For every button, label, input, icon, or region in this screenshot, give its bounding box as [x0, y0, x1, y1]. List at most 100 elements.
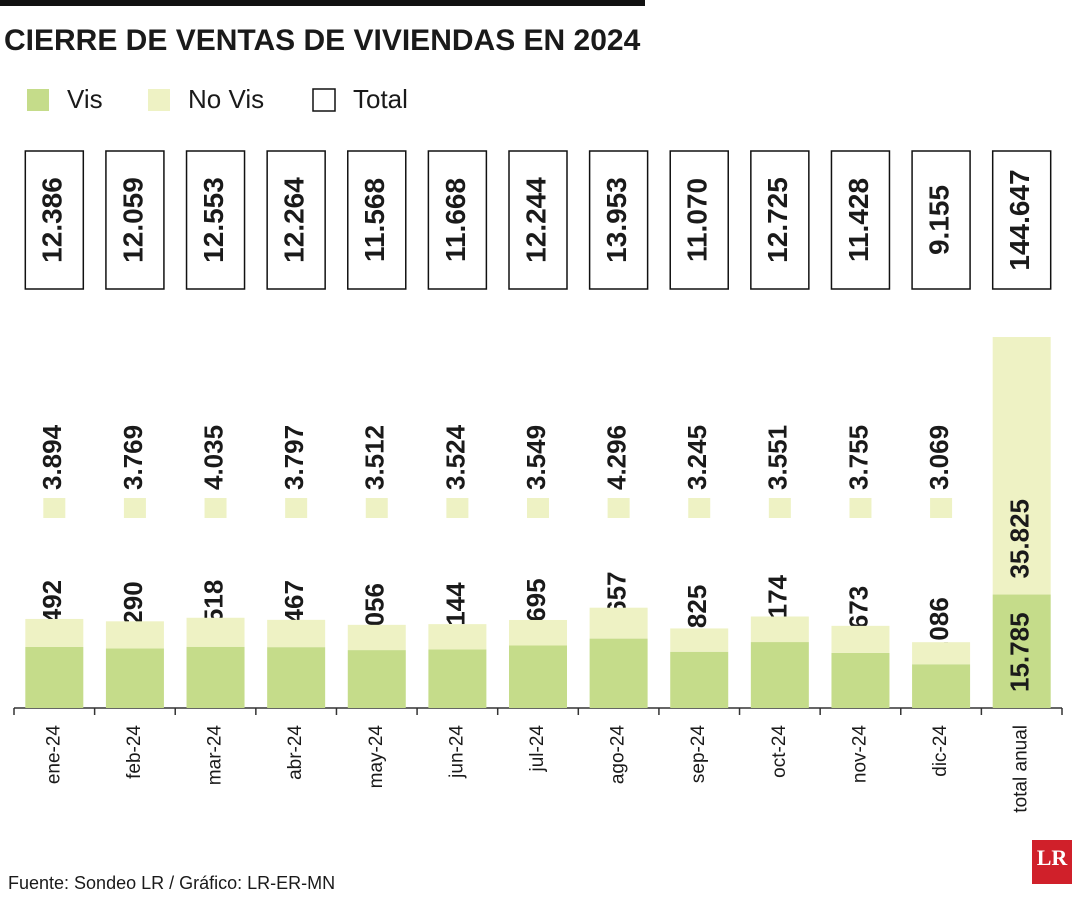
bar-segment [992, 337, 1051, 595]
bar-segment [186, 617, 245, 647]
value-label: 3.524 [440, 424, 470, 490]
label-swatch [930, 498, 953, 518]
legend-label: No Vis [188, 84, 264, 114]
legend-swatch [27, 89, 49, 111]
value-label: 3.551 [763, 425, 793, 490]
value-label: 3.512 [360, 425, 390, 490]
label-swatch [365, 498, 388, 518]
total-label: 11.668 [440, 178, 471, 262]
bar-segment [670, 651, 729, 708]
value-label: 15.785 [1005, 612, 1035, 692]
x-tick-label: dic-24 [930, 725, 951, 777]
total-box [911, 150, 971, 290]
value-label: 3.069 [924, 425, 954, 490]
bar-segment [428, 624, 487, 650]
x-tick-label: mar-24 [205, 725, 226, 786]
value-label: 3.549 [521, 425, 551, 490]
total-box [185, 150, 246, 290]
total-label: 144.647 [1004, 169, 1035, 270]
total-box [669, 150, 729, 290]
chart-title: CIERRE DE VENTAS DE VIVIENDAS EN 2024 [4, 24, 641, 57]
x-tick-label: nov-24 [849, 725, 870, 784]
x-tick-label: oct-24 [769, 725, 790, 778]
logo-box [1032, 840, 1072, 884]
label-swatch [607, 498, 630, 518]
bar-segment [509, 645, 567, 708]
total-box [266, 150, 326, 290]
bar-segment [992, 594, 1051, 708]
total-label: 12.264 [279, 177, 310, 263]
value-label: 3.894 [37, 424, 67, 490]
bar-segment [589, 607, 648, 639]
total-label: 12.244 [520, 177, 551, 263]
label-swatch [123, 498, 146, 518]
bar-segment [912, 642, 971, 665]
bar-segment [25, 618, 84, 647]
bar-segment [428, 649, 487, 708]
legend-label: Vis [67, 84, 103, 114]
bar-segment [25, 646, 84, 708]
total-label: 11.070 [682, 178, 713, 262]
total-box [830, 150, 891, 290]
total-label: 11.428 [843, 178, 874, 262]
source: Fuente: Sondeo LR / Gráfico: LR-ER-MN [8, 873, 335, 893]
value-label: 3.755 [843, 425, 873, 490]
total-label: 12.725 [762, 177, 793, 263]
value-label: 3.769 [118, 425, 148, 490]
total-box [427, 150, 488, 290]
legend-swatch [148, 89, 170, 111]
x-tick-label: abr-24 [285, 725, 306, 780]
label-swatch [849, 498, 872, 518]
label-swatch [446, 498, 469, 518]
x-tick-label: feb-24 [124, 725, 145, 779]
value-label: 4.296 [601, 425, 631, 490]
bar-segment [912, 664, 971, 708]
bar-segment [589, 638, 648, 708]
total-label: 12.386 [37, 177, 68, 263]
value-label: 3.245 [682, 425, 712, 490]
x-tick-label: jul-24 [527, 725, 548, 773]
x-tick-label: ago-24 [608, 725, 629, 785]
bar-segment [509, 619, 567, 646]
x-tick-label: total anual [1011, 725, 1032, 813]
logo: LR [1037, 845, 1069, 870]
value-label: 3.797 [279, 425, 309, 490]
bar-segment [186, 646, 245, 708]
total-label: 13.953 [601, 177, 632, 263]
bar-segment [347, 624, 406, 651]
x-tick-label: sep-24 [688, 725, 709, 784]
total-label: 11.568 [359, 178, 390, 262]
total-box [588, 150, 649, 290]
total-box [347, 150, 407, 290]
label-swatch [43, 498, 66, 518]
bar-segment [750, 616, 809, 643]
total-box [508, 150, 568, 290]
total-label: 12.059 [117, 177, 148, 263]
total-box [24, 150, 85, 290]
value-label: 4.035 [198, 425, 228, 490]
bar-segment [831, 625, 890, 653]
x-tick-label: ene-24 [43, 725, 64, 785]
legend-swatch [312, 88, 336, 112]
label-swatch [204, 498, 227, 518]
total-box [991, 150, 1052, 290]
total-box [750, 150, 810, 290]
total-label: 12.553 [198, 177, 229, 263]
value-label: 35.825 [1005, 499, 1035, 579]
x-tick-label: jun-24 [446, 725, 467, 779]
label-swatch [285, 498, 308, 518]
total-box [105, 150, 165, 290]
total-label: 9.155 [923, 185, 954, 255]
bar-segment [670, 628, 729, 652]
x-tick-label: may-24 [366, 725, 387, 789]
bar-segment [105, 648, 164, 708]
bar-segment [750, 642, 809, 708]
bar-segment [105, 621, 164, 649]
bar-segment [267, 647, 326, 708]
legend-label: Total [353, 84, 408, 114]
bar-segment [831, 652, 890, 708]
label-swatch [527, 498, 549, 518]
label-swatch [688, 498, 711, 518]
bar-segment [347, 650, 406, 708]
